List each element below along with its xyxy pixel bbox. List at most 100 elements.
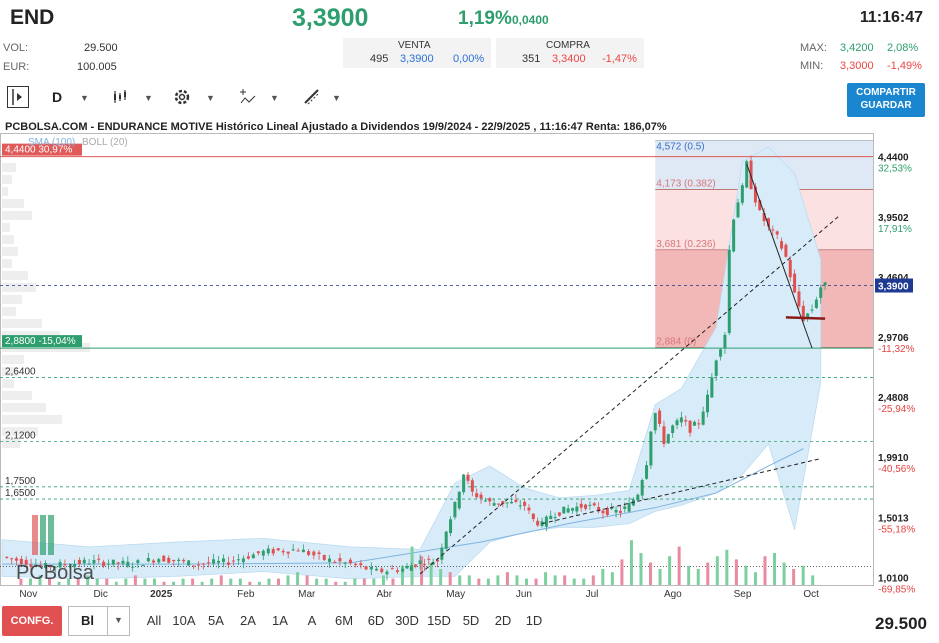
- volume-profile-bar: [2, 283, 36, 292]
- candle-body: [281, 550, 285, 553]
- range-5a[interactable]: 5A: [208, 613, 224, 628]
- venta-qty: 495: [370, 53, 389, 65]
- range-all[interactable]: All: [146, 613, 162, 628]
- sidebar-toggle-icon[interactable]: [7, 86, 29, 108]
- volume-bar: [76, 578, 80, 585]
- range-6d[interactable]: 6D: [367, 613, 385, 628]
- candle-body: [671, 425, 675, 434]
- config-button[interactable]: CONFG.: [2, 606, 62, 636]
- range-5d[interactable]: 5D: [462, 613, 480, 628]
- candle-body: [483, 500, 487, 502]
- candle-body: [527, 507, 531, 511]
- candle-body: [666, 434, 670, 444]
- candle-body: [544, 516, 548, 527]
- indicators-caret-icon[interactable]: ▼: [270, 93, 279, 103]
- volume-profile-bar: [2, 319, 42, 328]
- fib-label: 4,572 (0.5): [656, 141, 704, 152]
- volume-bar: [229, 578, 233, 585]
- indicator-select[interactable]: Bl ▼: [68, 606, 130, 636]
- x-tick-label: Oct: [803, 589, 819, 600]
- range-30d[interactable]: 30D: [395, 613, 419, 628]
- range-10a[interactable]: 10A: [172, 613, 196, 628]
- x-tick-label: Abr: [377, 589, 393, 600]
- range-2a[interactable]: 2A: [240, 613, 256, 628]
- volume-bar: [496, 575, 500, 585]
- candles-type-icon[interactable]: [112, 88, 130, 111]
- volume-bar: [191, 578, 195, 585]
- range-15d[interactable]: 15D: [427, 613, 451, 628]
- candle-body: [172, 559, 176, 562]
- candle-body: [53, 566, 57, 568]
- candle-body: [77, 559, 81, 565]
- candle-body: [231, 560, 235, 562]
- range-1a[interactable]: 1A: [272, 613, 288, 628]
- y-tick-label: 2,9706: [878, 333, 909, 344]
- candle-body: [327, 558, 331, 562]
- draw-caret-icon[interactable]: ▼: [332, 93, 341, 103]
- candle-body: [592, 503, 596, 506]
- candle-body: [614, 509, 618, 513]
- period-caret-icon[interactable]: ▼: [80, 93, 89, 103]
- range-a[interactable]: A: [307, 613, 317, 628]
- gear-icon[interactable]: [172, 87, 192, 112]
- candle-body: [291, 549, 295, 551]
- candle-body: [610, 507, 614, 509]
- quote-time: 11:16:47: [859, 9, 923, 26]
- candle-body: [187, 560, 191, 566]
- candle-body: [92, 559, 96, 564]
- candle-body: [492, 503, 496, 506]
- indicators-icon[interactable]: [238, 88, 258, 111]
- share-save-button[interactable]: COMPARTIR GUARDAR: [847, 83, 925, 117]
- volume-bar: [95, 578, 99, 585]
- candle-body: [246, 556, 250, 559]
- settings-caret-icon[interactable]: ▼: [206, 93, 215, 103]
- max-value: 3,4200: [840, 42, 874, 54]
- volume-bar: [467, 575, 471, 585]
- watermark-bar: [48, 515, 54, 555]
- trendline-long: [541, 458, 821, 525]
- candle-body: [192, 565, 196, 567]
- candle-body: [312, 551, 316, 556]
- horizontal-marker: [785, 316, 826, 320]
- volume-profile-bar: [2, 427, 38, 436]
- candle-body: [553, 517, 557, 519]
- volume-profile-bar: [2, 199, 24, 208]
- range-6m[interactable]: 6M: [334, 613, 354, 628]
- candle-body: [24, 559, 28, 565]
- y-tick-label: 4,4400: [878, 153, 909, 164]
- volume-bar: [515, 575, 519, 585]
- candle-body: [212, 559, 216, 564]
- volume-bar: [219, 575, 223, 585]
- compra-price: 3,3400: [552, 53, 586, 65]
- volume-bar: [725, 549, 729, 585]
- candle-body: [732, 219, 736, 252]
- range-2d[interactable]: 2D: [494, 613, 512, 628]
- candle-body: [177, 559, 181, 561]
- candle-body: [470, 480, 474, 492]
- chart-type-caret-icon[interactable]: ▼: [144, 93, 153, 103]
- candle-body: [692, 421, 696, 426]
- volume-bar: [124, 578, 128, 585]
- candle-body: [380, 568, 384, 573]
- price-chart[interactable]: 4,572 (0.5) 4,173 (0.382) 3,681 (0.236) 2,8…: [0, 133, 939, 603]
- candle-body: [182, 559, 186, 562]
- y-tick-label: 3,4604: [878, 273, 909, 284]
- x-tick-label: Nov: [19, 589, 37, 600]
- range-1d[interactable]: 1D: [525, 613, 543, 628]
- volume-bar: [210, 578, 214, 585]
- candle-body: [766, 218, 770, 227]
- draw-tools-icon[interactable]: [302, 88, 322, 111]
- volume-bar: [582, 578, 586, 585]
- volume-bar: [67, 578, 71, 585]
- volume-bar: [715, 556, 719, 585]
- venta-pct: 0,00%: [453, 53, 485, 65]
- volume-bar: [668, 556, 672, 585]
- candle-body: [566, 508, 570, 513]
- period-selector[interactable]: D: [52, 89, 63, 105]
- candle-body: [422, 564, 426, 566]
- volume-profile-bar: [2, 211, 32, 220]
- volume-bar: [458, 575, 462, 585]
- candle-body: [29, 564, 33, 567]
- volume-profile-bar: [2, 259, 12, 268]
- candle-body: [736, 202, 740, 218]
